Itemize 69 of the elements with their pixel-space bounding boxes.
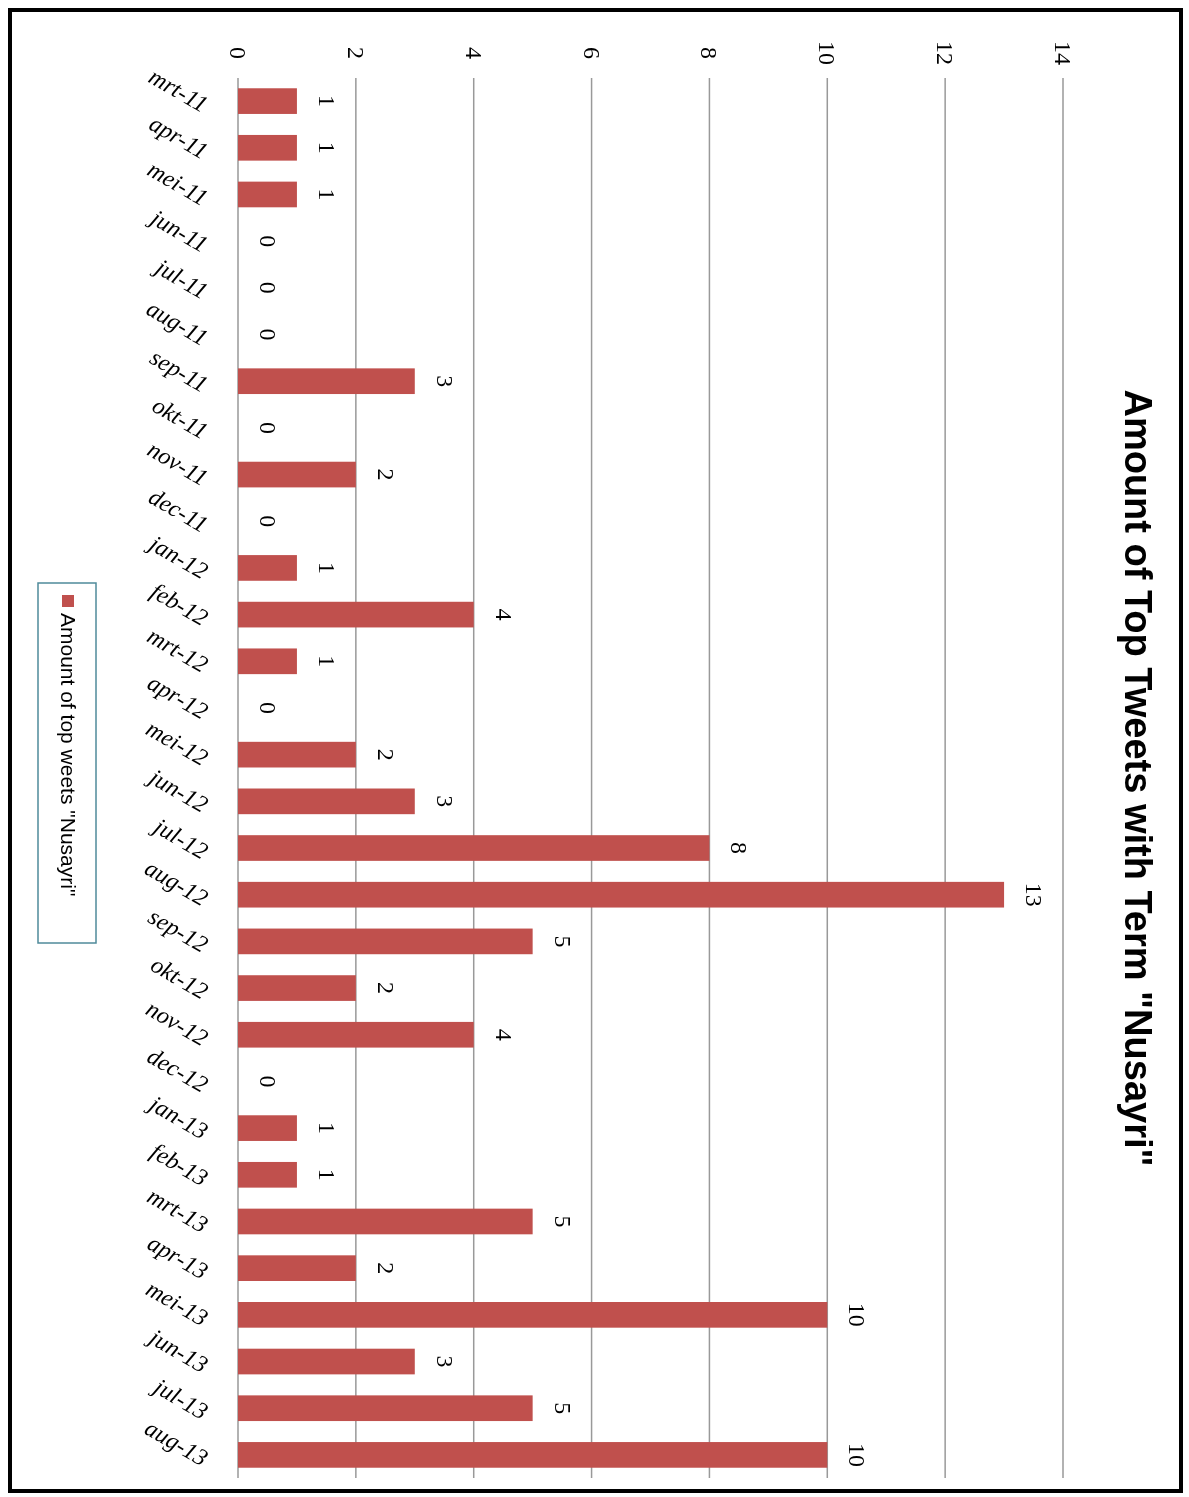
data-label: 1 [313,561,340,574]
bar [238,1255,356,1282]
bar [238,788,415,815]
x-tick-label: 14 [1050,41,1076,65]
x-tick-label: 0 [225,47,251,59]
text: Amount of Top Tweets with Term "Nusayri" [1117,389,1159,1167]
data-label: 0 [255,328,281,341]
y-tick-label: okt-12 [146,951,213,1005]
data-label: 3 [431,375,458,388]
bar [238,1348,415,1375]
data-label: 2 [372,1262,399,1275]
data-label: 2 [372,982,399,995]
bar [238,1302,828,1328]
bar [238,881,1005,908]
data-label: 1 [313,188,340,201]
bar [238,1161,297,1188]
y-tick-label: mrt-11 [144,63,213,118]
x-tick-label: 4 [460,47,487,59]
bar [238,368,415,395]
data-label: 10 [844,1442,871,1467]
bar [238,461,356,488]
data-label: 4 [490,1028,517,1041]
data-label: 5 [549,935,576,948]
data-label: 1 [313,655,340,668]
x-tick-label: 8 [696,47,723,59]
bar [238,1442,828,1468]
bar [238,601,474,628]
x-tick-label: 2 [342,47,369,59]
data-label: 0 [255,701,281,714]
bar [238,1395,533,1422]
x-tick-label: 12 [932,41,959,65]
data-label: 1 [313,95,340,108]
bar [238,134,297,161]
bar [238,88,297,114]
data-label: 13 [1021,882,1048,907]
bar [238,648,297,675]
data-label: 1 [313,1168,340,1181]
bar [238,741,356,768]
data-label: 0 [255,515,281,528]
data-label: 0 [255,281,281,294]
bar [238,1115,297,1141]
y-tick-label: jul-12 [147,811,213,865]
bar [238,1021,474,1048]
y-tick-label: jul-11 [148,252,213,305]
data-label: 0 [255,1075,281,1088]
data-label: 1 [313,141,340,154]
data-label: 8 [726,842,753,855]
data-label: 2 [372,748,399,761]
bar [238,928,533,955]
legend-label: Amount of top weets "Nusayri" [56,613,80,897]
data-label: 10 [844,1302,871,1327]
data-label: 4 [490,608,517,621]
bar [238,1208,533,1235]
bar [238,181,297,208]
data-label: 3 [431,795,458,808]
bar [238,975,356,1001]
data-label: 3 [431,1355,458,1368]
y-tick-label: okt-11 [147,391,213,445]
x-tick-label: 6 [578,47,605,59]
data-label: 1 [313,1122,340,1135]
data-label: 5 [549,1215,576,1228]
data-label: 0 [255,235,281,248]
bar [238,555,297,581]
bar [238,835,710,861]
x-tick-label: 10 [814,41,841,65]
data-label: 5 [549,1402,576,1415]
data-label: 2 [372,468,399,481]
data-label: 0 [255,421,281,434]
y-tick-label: jul-13 [147,1371,213,1425]
